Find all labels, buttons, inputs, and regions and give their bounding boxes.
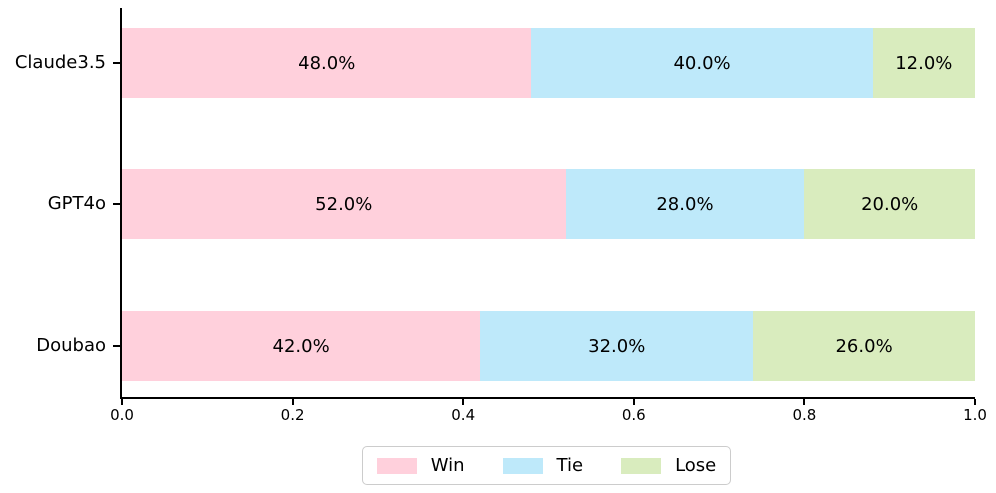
bar-value-label: 26.0%: [835, 335, 893, 357]
y-tick-label: GPT4o: [47, 193, 106, 214]
x-tick-label: 0.2: [280, 406, 305, 424]
legend-label: Win: [430, 455, 465, 476]
bar-segment-tie: 32.0%: [480, 311, 754, 381]
legend-swatch-tie: [502, 457, 543, 474]
bar-value-label: 32.0%: [588, 335, 646, 357]
bar-segment-tie: 28.0%: [565, 169, 805, 239]
bar-segment-win: 42.0%: [122, 311, 481, 381]
bar-segment-lose: 20.0%: [804, 169, 975, 239]
legend-item-lose: Lose: [621, 455, 716, 476]
bar-row-gpt4o: 52.0% 28.0% 20.0%: [122, 169, 975, 239]
legend-item-win: Win: [376, 455, 465, 476]
bar-value-label: 52.0%: [315, 193, 373, 215]
x-tick-label: 1.0: [963, 406, 987, 424]
bar-value-label: 28.0%: [656, 193, 714, 215]
bar-segment-lose: 12.0%: [872, 28, 975, 98]
x-axis-tick: [632, 399, 635, 405]
y-tick-label: Doubao: [36, 335, 106, 356]
bar-value-label: 42.0%: [272, 335, 330, 357]
x-tick-label: 0.4: [451, 406, 476, 424]
legend: Win Tie Lose: [120, 446, 973, 485]
plot-area: 48.0% 40.0% 12.0% 52.0% 28.0% 20.0% 42.0% 32.0%…: [110, 8, 987, 424]
x-tick-label: 0.6: [621, 406, 646, 424]
y-tick-label: Claude3.5: [14, 52, 106, 73]
x-axis-tick: [462, 399, 465, 405]
y-axis-tick: [113, 62, 120, 64]
bar-row-claude35: 48.0% 40.0% 12.0%: [122, 28, 975, 98]
bar-segment-lose: 26.0%: [753, 311, 975, 381]
x-axis-tick: [803, 399, 806, 405]
x-axis-tick: [121, 399, 123, 405]
x-axis-tick: [974, 399, 976, 405]
x-axis-tick: [291, 399, 294, 405]
y-axis-tick: [113, 345, 120, 347]
legend-swatch-win: [376, 457, 417, 474]
bar-value-label: 40.0%: [673, 52, 731, 74]
bar-row-doubao: 42.0% 32.0% 26.0%: [122, 311, 975, 381]
bar-segment-win: 48.0%: [122, 28, 532, 98]
y-axis-tick: [113, 203, 120, 205]
x-tick-label: 0.8: [792, 406, 817, 424]
legend-label: Lose: [675, 455, 717, 476]
bar-segment-tie: 40.0%: [531, 28, 873, 98]
x-tick-label: 0.0: [110, 406, 134, 424]
bar-value-label: 48.0%: [298, 52, 356, 74]
legend-box: Win Tie Lose: [361, 446, 732, 485]
legend-label: Tie: [556, 455, 584, 476]
bar-value-label: 20.0%: [861, 193, 919, 215]
legend-item-tie: Tie: [502, 455, 584, 476]
bar-segment-win: 52.0%: [122, 169, 566, 239]
legend-swatch-lose: [621, 457, 662, 474]
bar-value-label: 12.0%: [895, 52, 953, 74]
